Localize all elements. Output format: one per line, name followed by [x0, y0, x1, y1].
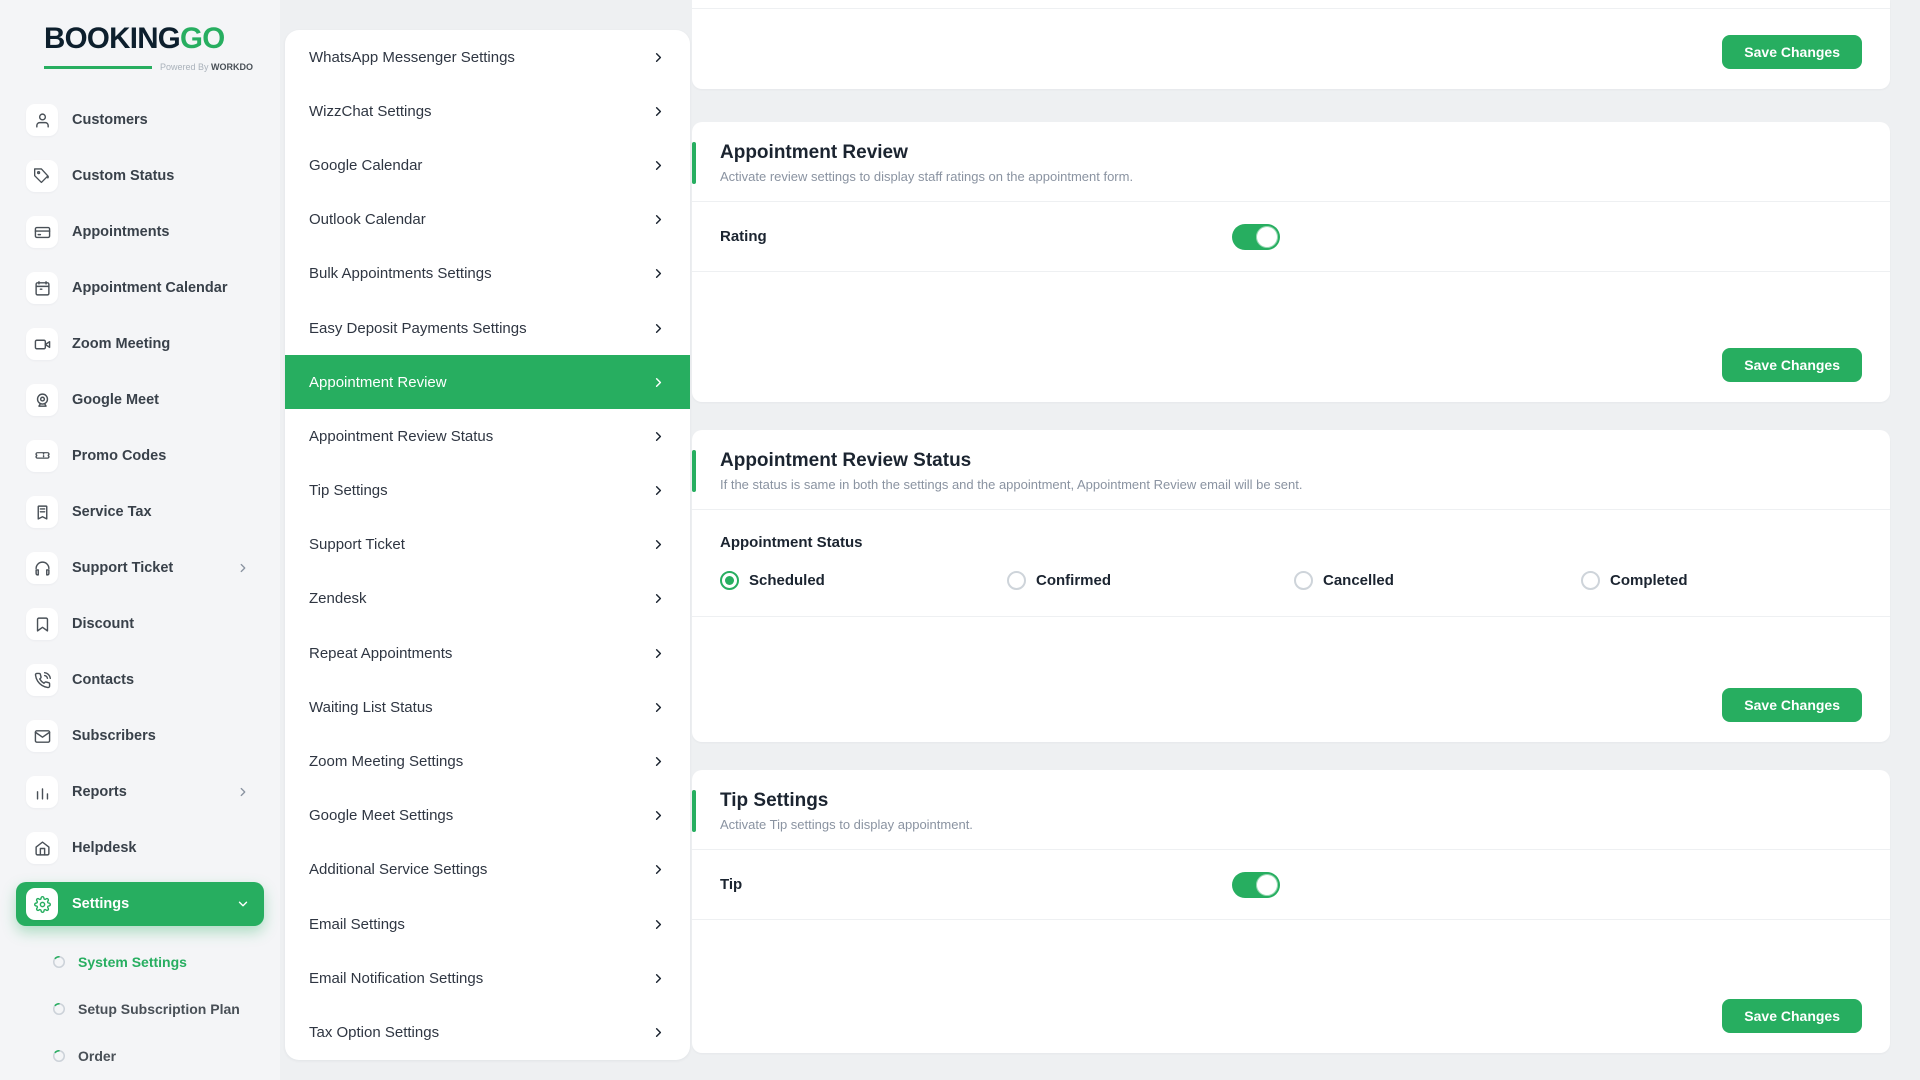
- svg-text:BOOKINGGO: BOOKINGGO: [44, 22, 225, 55]
